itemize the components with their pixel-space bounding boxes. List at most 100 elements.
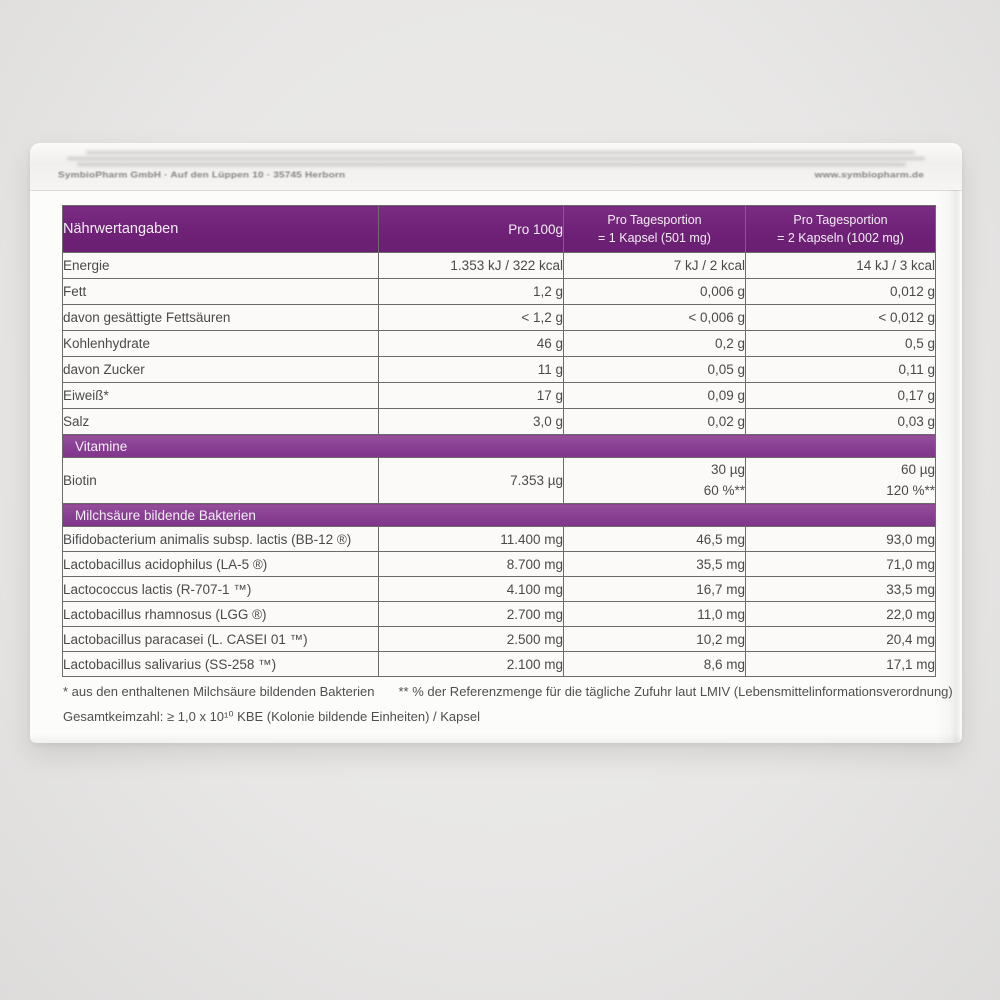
per-100g-value: 1.353 kJ / 322 kcal	[378, 252, 564, 279]
portion-1-value: 46,5 mg	[563, 526, 746, 552]
per-100g-value: 11.400 mg	[378, 526, 564, 552]
footnote-double-asterisk: ** % der Referenzmenge für die tägliche …	[398, 684, 953, 699]
package-box: SymbioPharm GmbH · Auf den Lüppen 10 · 3…	[30, 143, 962, 743]
portion-2-value: 17,1 mg	[745, 651, 936, 677]
portion-2-value: 20,4 mg	[745, 626, 936, 652]
table-row-biotin: Biotin 7.353 µg 30 µg 60 %** 60 µg 120 %…	[62, 457, 936, 504]
portion-1-value: 0,09 g	[563, 382, 746, 409]
biotin-portion-2-percent: 120 %**	[886, 482, 935, 498]
table-row-lactobacillus-salivarius: Lactobacillus salivarius (SS-258 ™) 2.10…	[62, 651, 936, 677]
table-row-davon-zucker: davon Zucker 11 g 0,05 g 0,11 g	[62, 356, 936, 383]
blurred-fine-print-line	[76, 163, 907, 166]
section-row-vitamine: Vitamine	[62, 434, 936, 458]
biotin-portion-1-amount: 30 µg	[710, 462, 745, 478]
per-100g-value: 8.700 mg	[378, 551, 564, 577]
portion-2-value: 0,17 g	[745, 382, 936, 409]
section-row-milchsaeure-bakterien: Milchsäure bildende Bakterien	[62, 503, 936, 527]
row-label: Kohlenhydrate	[62, 330, 379, 357]
portion-1-value: 0,05 g	[563, 356, 746, 383]
header-nutrition-facts: Nährwertangaben	[62, 205, 379, 253]
row-label: Lactobacillus salivarius (SS-258 ™)	[62, 651, 379, 677]
row-label: Fett	[62, 278, 379, 305]
portion-2-value: 71,0 mg	[745, 551, 936, 577]
portion-1-value: < 0,006 g	[563, 304, 746, 331]
per-100g-value: 11 g	[378, 356, 564, 383]
per-100g-value: 4.100 mg	[378, 576, 564, 602]
nutrition-table: Nährwertangaben Pro 100g Pro Tagesportio…	[62, 205, 936, 677]
manufacturer-website: www.symbiopharm.de	[814, 171, 924, 180]
header-per-portion-2-line1: Pro Tagesportion	[793, 212, 888, 227]
footnotes: * aus den enthaltenen Milchsäure bildend…	[63, 684, 953, 724]
row-label: Biotin	[62, 457, 379, 504]
header-per-100g: Pro 100g	[378, 205, 564, 253]
table-row-bifidobacterium-lactis: Bifidobacterium animalis subsp. lactis (…	[62, 526, 936, 552]
portion-2-value: 14 kJ / 3 kcal	[745, 252, 936, 279]
footnote-total-count: Gesamtkeimzahl: ≥ 1,0 x 10¹⁰ KBE (Koloni…	[63, 708, 481, 724]
blurred-fine-print-line	[85, 151, 916, 154]
header-per-portion-1: Pro Tagesportion = 1 Kapsel (501 mg)	[563, 205, 746, 253]
table-row-fett: Fett 1,2 g 0,006 g 0,012 g	[62, 278, 936, 305]
portion-1-value: 7 kJ / 2 kcal	[563, 252, 746, 279]
portion-2-value: 22,0 mg	[745, 601, 936, 627]
footnote-asterisk: * aus den enthaltenen Milchsäure bildend…	[63, 684, 375, 699]
table-row-kohlenhydrate: Kohlenhydrate 46 g 0,2 g 0,5 g	[62, 330, 936, 357]
row-label: Bifidobacterium animalis subsp. lactis (…	[62, 526, 379, 552]
box-side-fold	[936, 190, 962, 743]
portion-1-value: 0,02 g	[563, 408, 746, 435]
biotin-portion-1-percent: 60 %**	[703, 482, 745, 498]
footnote-line-1: * aus den enthaltenen Milchsäure bildend…	[63, 684, 953, 700]
table-row-eiweiss: Eiweiß* 17 g 0,09 g 0,17 g	[62, 382, 936, 409]
row-label: Eiweiß*	[62, 382, 379, 409]
row-label: Lactococcus lactis (R-707-1 ™)	[62, 576, 379, 602]
row-label: Lactobacillus rhamnosus (LGG ®)	[62, 601, 379, 627]
per-100g-value: 17 g	[378, 382, 564, 409]
portion-2-value: 0,012 g	[745, 278, 936, 305]
portion-2-value: 60 µg 120 %**	[745, 457, 936, 504]
portion-2-value: < 0,012 g	[745, 304, 936, 331]
row-label: Lactobacillus paracasei (L. CASEI 01 ™)	[62, 626, 379, 652]
table-row-lactobacillus-acidophilus: Lactobacillus acidophilus (LA-5 ®) 8.700…	[62, 551, 936, 577]
portion-1-value: 10,2 mg	[563, 626, 746, 652]
table-header-row: Nährwertangaben Pro 100g Pro Tagesportio…	[62, 205, 936, 253]
header-per-portion-2: Pro Tagesportion = 2 Kapseln (1002 mg)	[745, 205, 936, 253]
header-per-portion-1-line1: Pro Tagesportion	[607, 212, 702, 227]
row-label: Salz	[62, 408, 379, 435]
portion-1-value: 0,006 g	[563, 278, 746, 305]
row-label: Energie	[62, 252, 379, 279]
portion-1-value: 8,6 mg	[563, 651, 746, 677]
per-100g-value: 1,2 g	[378, 278, 564, 305]
table-row-energie: Energie 1.353 kJ / 322 kcal 7 kJ / 2 kca…	[62, 252, 936, 279]
table-row-lactobacillus-rhamnosus: Lactobacillus rhamnosus (LGG ®) 2.700 mg…	[62, 601, 936, 627]
row-label: Lactobacillus acidophilus (LA-5 ®)	[62, 551, 379, 577]
portion-2-value: 0,11 g	[745, 356, 936, 383]
header-per-portion-2-line2: = 2 Kapseln (1002 mg)	[777, 231, 904, 245]
blurred-fine-print-line	[67, 157, 925, 160]
portion-2-value: 0,03 g	[745, 408, 936, 435]
per-100g-value: 2.100 mg	[378, 651, 564, 677]
row-label: davon Zucker	[62, 356, 379, 383]
portion-1-value: 35,5 mg	[563, 551, 746, 577]
box-top-flap: SymbioPharm GmbH · Auf den Lüppen 10 · 3…	[30, 143, 962, 191]
section-title: Milchsäure bildende Bakterien	[62, 503, 936, 527]
portion-2-value: 0,5 g	[745, 330, 936, 357]
header-per-portion-1-line2: = 1 Kapsel (501 mg)	[598, 231, 711, 245]
per-100g-value: 2.700 mg	[378, 601, 564, 627]
box-bottom-crease	[30, 733, 962, 743]
portion-2-value: 33,5 mg	[745, 576, 936, 602]
per-100g-value: 2.500 mg	[378, 626, 564, 652]
per-100g-value: 3,0 g	[378, 408, 564, 435]
table-row-lactobacillus-paracasei: Lactobacillus paracasei (L. CASEI 01 ™) …	[62, 626, 936, 652]
table-row-lactococcus-lactis: Lactococcus lactis (R-707-1 ™) 4.100 mg …	[62, 576, 936, 602]
portion-1-value: 0,2 g	[563, 330, 746, 357]
per-100g-value: 46 g	[378, 330, 564, 357]
table-row-salz: Salz 3,0 g 0,02 g 0,03 g	[62, 408, 936, 435]
section-title: Vitamine	[62, 434, 936, 458]
portion-1-value: 16,7 mg	[563, 576, 746, 602]
manufacturer-address: SymbioPharm GmbH · Auf den Lüppen 10 · 3…	[58, 171, 346, 180]
row-label: davon gesättigte Fettsäuren	[62, 304, 379, 331]
table-row-gesaettigte-fettsaeuren: davon gesättigte Fettsäuren < 1,2 g < 0,…	[62, 304, 936, 331]
per-100g-value: < 1,2 g	[378, 304, 564, 331]
portion-1-value: 30 µg 60 %**	[563, 457, 746, 504]
portion-2-value: 93,0 mg	[745, 526, 936, 552]
nutrition-table-area: Nährwertangaben Pro 100g Pro Tagesportio…	[62, 205, 936, 677]
